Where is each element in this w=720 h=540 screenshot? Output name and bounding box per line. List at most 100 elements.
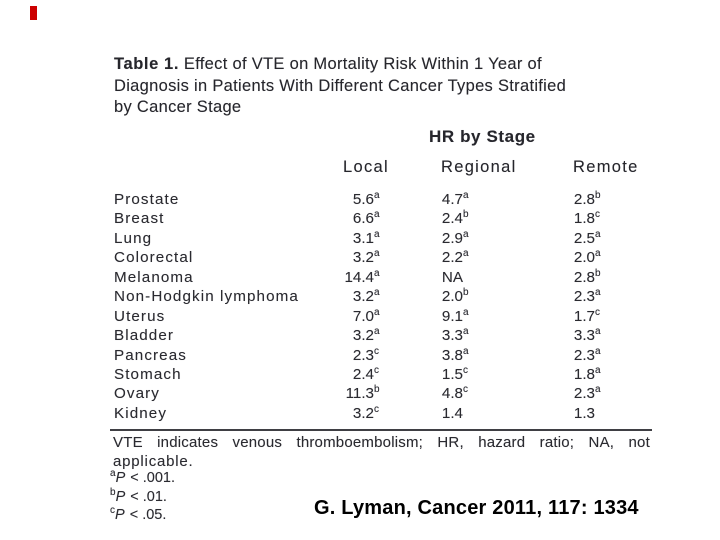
significance-superscript: c bbox=[595, 209, 600, 221]
hr-value: 3.2 bbox=[352, 249, 374, 267]
footnote-word: thromboembolism; bbox=[296, 434, 424, 451]
row-label-cancer-type: Lung bbox=[114, 229, 153, 247]
significance-superscript: a bbox=[463, 228, 469, 240]
cell-hr-regional: NA bbox=[441, 268, 463, 287]
table-number-label: Table 1. bbox=[114, 55, 180, 73]
table-body: Prostate 5.6a 4.7a 2.8b Breast 6.6a 2.4b… bbox=[0, 190, 720, 423]
significance-superscript: a bbox=[374, 228, 380, 240]
pvalue-threshold: < .01. bbox=[126, 488, 167, 505]
hr-value: 2.3 bbox=[573, 346, 595, 364]
hr-value: 6.6 bbox=[352, 210, 374, 228]
row-label-cancer-type: Ovary bbox=[114, 385, 161, 403]
significance-superscript: c bbox=[374, 345, 379, 357]
cell-hr-remote: 1.8c bbox=[573, 209, 600, 228]
cell-hr-remote: 2.5a bbox=[573, 229, 601, 248]
pvalue-footnotes: aP < .001. bP < .01. cP < .05. bbox=[110, 469, 175, 525]
row-label-cancer-type: Uterus bbox=[114, 307, 166, 325]
significance-superscript: a bbox=[595, 248, 601, 260]
table-row: Lung 3.1a 2.9a 2.5a bbox=[0, 229, 720, 248]
cell-hr-local: 3.2a bbox=[336, 287, 380, 306]
cell-hr-regional: 1.5c bbox=[441, 365, 468, 384]
pvalue-superscript: b bbox=[110, 486, 116, 498]
significance-superscript: a bbox=[595, 384, 601, 396]
significance-superscript: c bbox=[374, 364, 379, 376]
significance-superscript: a bbox=[374, 306, 380, 318]
pvalue-variable: P bbox=[115, 488, 126, 505]
cell-hr-remote: 1.8a bbox=[573, 365, 601, 384]
column-header-local: Local bbox=[343, 158, 389, 176]
hr-value: 4.7 bbox=[441, 191, 463, 208]
significance-superscript: b bbox=[595, 267, 601, 279]
row-label-cancer-type: Breast bbox=[114, 210, 165, 228]
significance-superscript: a bbox=[374, 326, 380, 337]
significance-superscript: b bbox=[374, 384, 380, 396]
hr-value: 2.3 bbox=[352, 346, 374, 364]
row-label-cancer-type: Colorectal bbox=[114, 249, 194, 267]
pvalue-superscript: c bbox=[110, 505, 115, 517]
significance-superscript: a bbox=[463, 345, 469, 357]
significance-superscript: a bbox=[374, 248, 380, 260]
footnote-word: ratio; bbox=[539, 434, 575, 451]
significance-superscript: a bbox=[463, 189, 469, 201]
footnote-word: hazard bbox=[478, 434, 526, 451]
pvalue-variable: P bbox=[115, 507, 125, 524]
hr-value: 2.2 bbox=[441, 249, 463, 267]
table-row: Pancreas 2.3c 3.8a 2.3a bbox=[0, 346, 720, 365]
significance-superscript: a bbox=[595, 364, 601, 376]
significance-superscript: a bbox=[463, 306, 469, 318]
significance-superscript: a bbox=[595, 326, 601, 337]
footnote-word: HR, bbox=[437, 434, 464, 451]
cell-hr-regional: 2.2a bbox=[441, 248, 469, 267]
hr-value: 5.6 bbox=[352, 191, 374, 208]
hr-value: 1.5 bbox=[441, 365, 463, 383]
hr-value: 3.3 bbox=[441, 327, 463, 345]
hr-value: 2.0 bbox=[441, 288, 463, 306]
significance-superscript: b bbox=[463, 209, 469, 221]
significance-superscript: b bbox=[463, 287, 469, 299]
cell-hr-remote: 2.8b bbox=[573, 190, 601, 209]
cell-hr-regional: 1.4 bbox=[441, 404, 463, 423]
cell-hr-local: 2.4c bbox=[336, 365, 379, 384]
table-row: Non-Hodgkin lymphoma 3.2a 2.0b 2.3a bbox=[0, 287, 720, 306]
table-row: Colorectal 3.2a 2.2a 2.0a bbox=[0, 248, 720, 267]
footnote-word: VTE bbox=[113, 434, 143, 451]
footnote-word: not bbox=[628, 434, 650, 451]
hr-value: 2.8 bbox=[573, 268, 595, 286]
row-label-cancer-type: Prostate bbox=[114, 191, 180, 208]
row-label-cancer-type: Melanoma bbox=[114, 268, 194, 286]
table-row: Stomach 2.4c 1.5c 1.8a bbox=[0, 365, 720, 384]
cell-hr-remote: 3.3a bbox=[573, 326, 601, 345]
citation: G. Lyman, Cancer 2011, 117: 1334 bbox=[314, 497, 639, 519]
significance-superscript: a bbox=[595, 345, 601, 357]
table-row: Kidney 3.2c 1.4 1.3 bbox=[0, 404, 720, 423]
column-header-remote: Remote bbox=[573, 158, 639, 176]
cell-hr-regional: 3.3a bbox=[441, 326, 469, 345]
significance-superscript: a bbox=[463, 326, 469, 337]
hr-value: 2.3 bbox=[573, 288, 595, 306]
cell-hr-regional: 4.8c bbox=[441, 384, 468, 403]
title-line-1-text: Effect of VTE on Mortality Risk Within 1… bbox=[179, 55, 542, 73]
hr-value: 1.3 bbox=[573, 404, 595, 422]
column-spanner-hr-by-stage: HR by Stage bbox=[429, 127, 536, 146]
title-line-3: by Cancer Stage bbox=[114, 98, 242, 116]
title-line-1: Table 1. Effect of VTE on Mortality Risk… bbox=[114, 54, 644, 76]
footnote-word: NA, bbox=[588, 434, 615, 451]
column-header-regional: Regional bbox=[441, 158, 517, 176]
hr-value: 2.5 bbox=[573, 229, 595, 247]
hr-value: 7.0 bbox=[352, 307, 374, 325]
cell-hr-local: 14.4a bbox=[336, 268, 379, 287]
hr-value: 2.8 bbox=[573, 191, 595, 208]
cell-hr-regional: 2.0b bbox=[441, 287, 469, 306]
table-bottom-rule bbox=[110, 429, 652, 431]
significance-superscript: a bbox=[463, 248, 469, 260]
hr-value: 4.8 bbox=[441, 385, 463, 403]
hr-value: 3.2 bbox=[352, 288, 374, 306]
pvalue-footnote-line: cP < .05. bbox=[110, 506, 175, 525]
significance-superscript: c bbox=[463, 384, 468, 396]
cell-hr-local: 3.2c bbox=[336, 404, 379, 423]
footnote-word: indicates bbox=[157, 434, 219, 451]
hr-value: 14.4 bbox=[344, 268, 374, 286]
footnote-word: venous bbox=[232, 434, 283, 451]
cell-hr-remote: 2.3a bbox=[573, 346, 601, 365]
pvalue-threshold: < .001. bbox=[126, 470, 176, 486]
